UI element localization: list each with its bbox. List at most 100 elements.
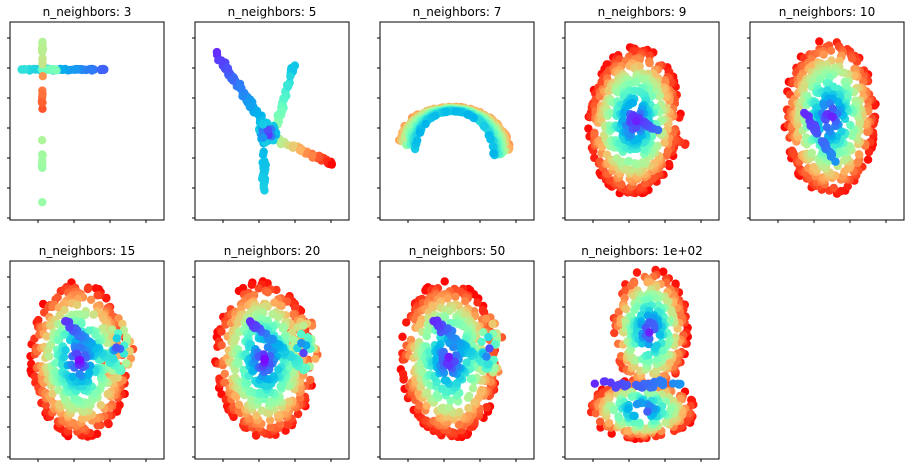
scatter-point (233, 318, 242, 328)
axes-frame (9, 21, 165, 221)
scatter-point (38, 156, 47, 165)
scatter-point (415, 321, 424, 330)
scatter-point (639, 144, 648, 154)
scatter-point (488, 142, 498, 151)
scatter-point (289, 141, 298, 150)
scatter-point (847, 54, 857, 63)
scatter-point (631, 77, 641, 87)
scatter-point (468, 384, 478, 393)
subplot: n_neighbors: 10 (747, 5, 905, 223)
scatter-point (289, 310, 298, 319)
scatter-point (83, 284, 93, 294)
scatter-point (258, 120, 268, 129)
scatter-point (815, 37, 824, 46)
scatter-point (483, 359, 492, 369)
scatter-point (590, 379, 599, 388)
scatter-point (628, 98, 638, 108)
scatter-point (61, 346, 70, 355)
scatter-point (599, 377, 609, 386)
scatter-point (652, 294, 662, 303)
scatter-point (819, 137, 828, 146)
scatter-point (259, 133, 268, 142)
scatter-point (609, 405, 619, 414)
scatter-point (421, 119, 430, 129)
scatter-point (416, 128, 425, 137)
subplot: n_neighbors: 3 (7, 5, 165, 223)
scatter-point (863, 155, 873, 164)
scatter-point (632, 268, 642, 277)
scatter-point (93, 291, 102, 300)
scatter-point (306, 375, 315, 385)
scatter-point (402, 318, 411, 327)
scatter-point (630, 411, 639, 421)
scatter-point (259, 183, 268, 192)
subplot: n_neighbors: 50 (377, 244, 535, 462)
scatter-point (864, 147, 874, 157)
scatter-point (432, 390, 442, 399)
scatter-point (464, 391, 474, 401)
scatter-point (854, 150, 864, 159)
scatter-point (664, 159, 674, 169)
scatter-point (103, 418, 113, 427)
scatter-point (103, 389, 112, 399)
scatter-point (238, 92, 247, 101)
subplot: n_neighbors: 15 (7, 244, 165, 462)
scatter-point (69, 65, 78, 74)
scatter-point (661, 418, 670, 427)
scatter-point (629, 278, 639, 288)
scatter-point (645, 328, 654, 337)
scatter-point (85, 368, 94, 378)
scatter-point (479, 122, 488, 131)
scatter-point (470, 398, 479, 407)
scatter-point (422, 388, 432, 397)
scatter-point (34, 315, 43, 325)
scatter-point (429, 316, 438, 326)
scatter-point (440, 277, 449, 286)
scatter-point (227, 74, 236, 83)
scatter-point (247, 280, 256, 289)
scatter-point (311, 354, 320, 363)
scatter-point (469, 113, 478, 123)
panel-title: n_neighbors: 9 (598, 5, 687, 19)
scatter-point (38, 44, 47, 53)
scatter-point (663, 146, 673, 156)
scatter-point (68, 372, 78, 381)
scatter-point (212, 47, 222, 57)
scatter-point (282, 80, 292, 90)
scatter-point (484, 131, 493, 140)
scatter-point (643, 407, 652, 416)
scatter-point (466, 374, 475, 384)
scatter-point (38, 72, 47, 81)
scatter-point (644, 350, 653, 360)
scatter-point (76, 343, 85, 352)
scatter-point (38, 89, 47, 99)
scatter-point (121, 359, 131, 368)
scatter-point (45, 352, 54, 361)
scatter-point (112, 343, 121, 352)
scatter-point (484, 332, 493, 342)
subplot: n_neighbors: 5 (192, 5, 350, 223)
scatter-point (91, 330, 100, 339)
scatter-point (280, 94, 289, 103)
scatter-point (455, 388, 464, 398)
scatter-point (100, 65, 109, 74)
scatter-point (263, 125, 273, 134)
scatter-point (614, 412, 623, 421)
scatter-point (265, 416, 275, 425)
scatter-point (74, 356, 84, 365)
scatter-point (632, 117, 641, 126)
scatter-point (247, 395, 256, 405)
subplot: n_neighbors: 20 (192, 244, 350, 462)
scatter-point (444, 403, 454, 412)
scatter-point (667, 307, 676, 316)
scatter-point (37, 98, 47, 107)
scatter-point (624, 426, 634, 435)
scatter-point (282, 420, 292, 429)
scatter-point (621, 304, 631, 314)
scatter-point (232, 392, 241, 402)
scatter-point (288, 65, 298, 75)
scatter-point (846, 120, 855, 130)
subplot: n_neighbors: 9 (562, 5, 720, 223)
scatter-point (633, 134, 642, 144)
